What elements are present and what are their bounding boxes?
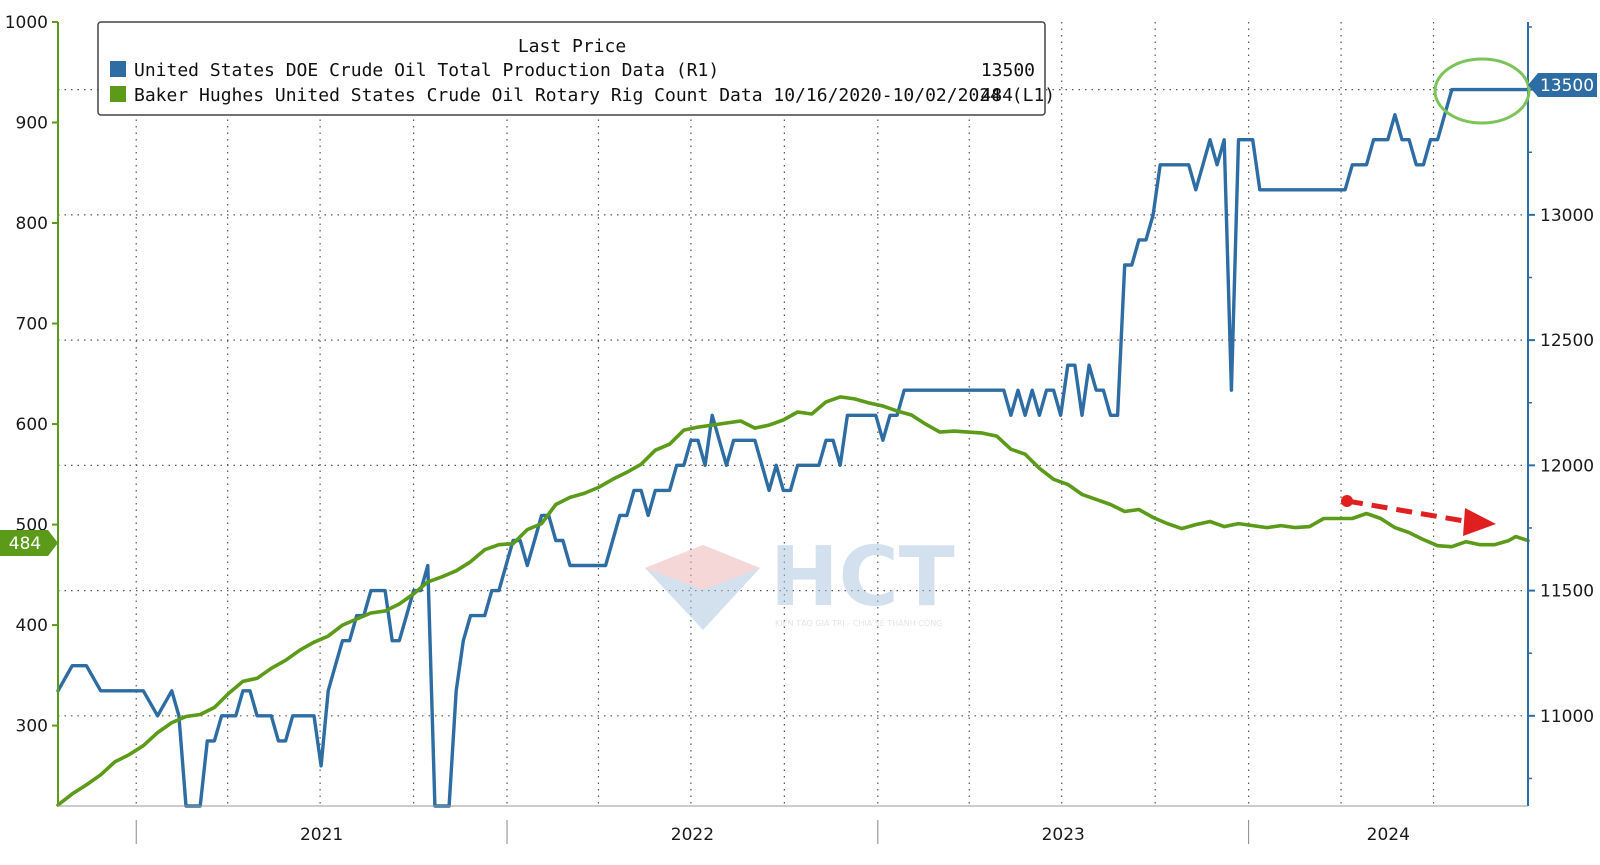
left-tick-label: 300 <box>16 717 48 737</box>
legend-box <box>97 21 1046 116</box>
highlight-ellipse <box>1433 57 1531 125</box>
left-tick-label: 400 <box>16 616 48 636</box>
left-tick-label: 900 <box>16 114 48 134</box>
right-tick-label: 13000 <box>1540 206 1594 226</box>
legend-swatch-production <box>110 61 126 77</box>
left-tick-label: 1000 <box>5 13 48 33</box>
legend-label-production: United States DOE Crude Oil Total Produc… <box>134 60 719 81</box>
annotations <box>1341 57 1531 536</box>
left-last-value-tag-text: 484 <box>9 534 41 554</box>
legend: Last Price United States DOE Crude Oil T… <box>97 21 1055 116</box>
right-last-value-tag: 13500 <box>1528 73 1597 97</box>
watermark-tagline: KIẾN TẠO GIÁ TRỊ - CHIA SẺ THÀNH CÔNG <box>775 617 942 629</box>
right-last-value-tag-text: 13500 <box>1540 76 1594 96</box>
trend-arrow-head <box>1463 508 1496 536</box>
right-tick-label: 11000 <box>1540 707 1594 727</box>
legend-label-rigcount: Baker Hughes United States Crude Oil Rot… <box>134 85 1055 106</box>
legend-last-rigcount: 484 <box>980 85 1013 106</box>
x-tick-label: 2022 <box>671 825 714 845</box>
left-tick-label: 800 <box>16 214 48 234</box>
x-tick-label: 2023 <box>1042 825 1085 845</box>
left-tick-label: 600 <box>16 415 48 435</box>
trend-arrow-shaft <box>1346 498 1471 525</box>
legend-swatch-rigcount <box>110 86 126 102</box>
x-tick-label: 2021 <box>300 825 343 845</box>
series-group <box>56 87 1530 808</box>
watermark-logo: HCT KIẾN TẠO GIÁ TRỊ - CHIA SẺ THÀNH CÔN… <box>645 530 955 630</box>
left-tick-label: 700 <box>16 315 48 335</box>
last-value-tags: 13500 484 <box>0 73 1597 556</box>
watermark-name: HCT <box>770 530 955 625</box>
right-tick-label: 12500 <box>1540 331 1594 351</box>
right-last-value-tag-bg <box>1528 73 1597 97</box>
x-period-dividers <box>135 820 1250 844</box>
left-last-value-tag-bg <box>0 530 58 556</box>
x-axis-labels: 2021 2022 2023 2024 <box>300 825 1410 845</box>
watermark-diamond-top <box>645 545 760 590</box>
right-tick-label: 11500 <box>1540 582 1594 602</box>
series-line-production <box>56 87 1530 808</box>
left-last-value-tag: 484 <box>0 530 58 556</box>
legend-last-production: 13500 <box>981 60 1035 81</box>
right-tick-label: 12000 <box>1540 456 1594 476</box>
grid <box>58 22 1528 806</box>
x-tick-label: 2024 <box>1367 825 1410 845</box>
legend-title: Last Price <box>518 36 626 57</box>
series-line-rigcount <box>56 395 1530 807</box>
